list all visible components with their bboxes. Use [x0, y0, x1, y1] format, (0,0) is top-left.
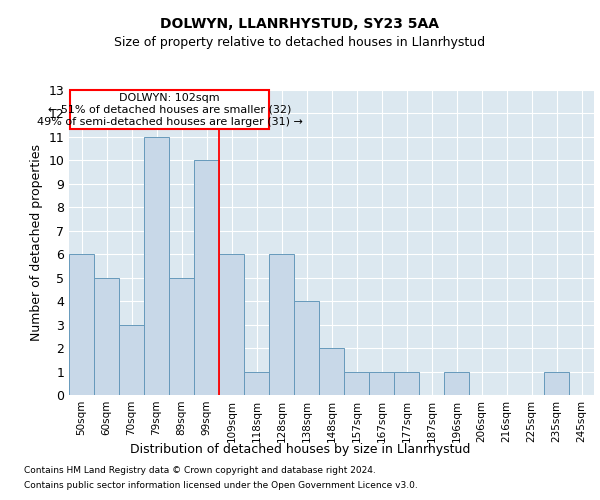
Bar	[169, 278, 194, 395]
Y-axis label: Number of detached properties: Number of detached properties	[30, 144, 43, 341]
Bar	[144, 137, 169, 395]
FancyBboxPatch shape	[70, 90, 269, 128]
Bar	[394, 372, 419, 395]
Bar	[94, 278, 119, 395]
Bar	[69, 254, 94, 395]
Bar	[219, 254, 244, 395]
Bar	[369, 372, 394, 395]
Bar	[244, 372, 269, 395]
Text: Contains HM Land Registry data © Crown copyright and database right 2024.: Contains HM Land Registry data © Crown c…	[24, 466, 376, 475]
Bar	[344, 372, 369, 395]
Bar	[294, 301, 319, 395]
Text: Contains public sector information licensed under the Open Government Licence v3: Contains public sector information licen…	[24, 481, 418, 490]
Text: DOLWYN, LLANRHYSTUD, SY23 5AA: DOLWYN, LLANRHYSTUD, SY23 5AA	[161, 18, 439, 32]
Bar	[269, 254, 294, 395]
Text: Size of property relative to detached houses in Llanrhystud: Size of property relative to detached ho…	[115, 36, 485, 49]
Text: Distribution of detached houses by size in Llanrhystud: Distribution of detached houses by size …	[130, 442, 470, 456]
Bar	[194, 160, 219, 395]
Text: 49% of semi-detached houses are larger (31) →: 49% of semi-detached houses are larger (…	[37, 116, 302, 126]
Bar	[544, 372, 569, 395]
Text: DOLWYN: 102sqm: DOLWYN: 102sqm	[119, 93, 220, 103]
Bar	[119, 324, 144, 395]
Bar	[444, 372, 469, 395]
Text: ← 51% of detached houses are smaller (32): ← 51% of detached houses are smaller (32…	[48, 105, 292, 115]
Bar	[319, 348, 344, 395]
